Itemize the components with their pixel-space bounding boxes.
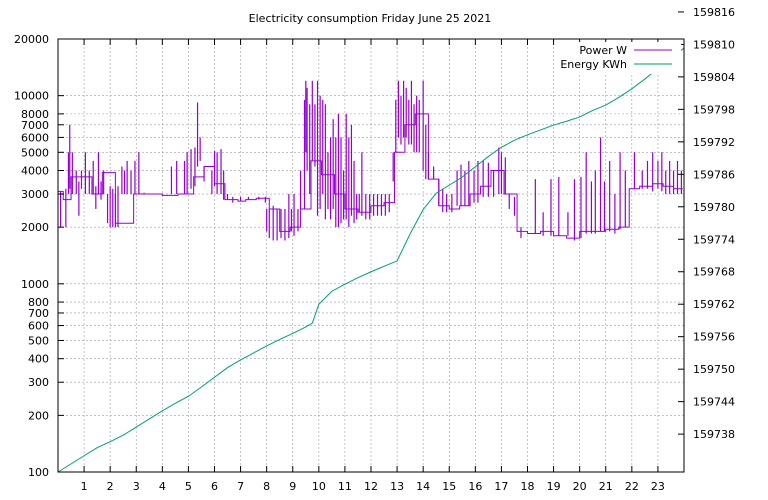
y-axis-right: 159738 159744 159750 159756 159762 159768 1597…: [678, 6, 735, 441]
power-line: [58, 113, 683, 239]
y2-tick-label: 159768: [693, 266, 735, 279]
y-tick-label: 7000: [21, 119, 49, 132]
x-tick-label: 16: [468, 480, 482, 493]
y2-tick-label: 159816: [693, 6, 735, 19]
y-tick-label: 300: [28, 376, 49, 389]
y-tick-label: 3000: [21, 188, 49, 201]
y2-tick-label: 159798: [693, 103, 735, 116]
chart-title: Electricity consumption Friday June 25 2…: [249, 12, 492, 25]
x-tick-label: 20: [573, 480, 587, 493]
y-tick-label: 500: [28, 334, 49, 347]
x-tick-label: 6: [211, 480, 218, 493]
y-tick-label: 600: [28, 320, 49, 333]
x-tick-label: 4: [159, 480, 166, 493]
energy-series: [57, 47, 685, 473]
x-tick-label: 21: [599, 480, 613, 493]
legend-label-power: Power W: [579, 44, 627, 57]
x-tick-label: 2: [107, 480, 114, 493]
x-tick-label: 1: [81, 480, 88, 493]
y-tick-label: 2000: [21, 221, 49, 234]
y2-tick-label: 159810: [693, 38, 735, 51]
y2-tick-label: 159774: [693, 233, 735, 246]
x-tick-label: 13: [390, 480, 404, 493]
legend-label-energy: Energy KWh: [560, 58, 627, 71]
y2-tick-label: 159780: [693, 201, 735, 214]
power-series: [58, 80, 683, 241]
y-tick-label: 700: [28, 307, 49, 320]
y-tick-label: 200: [28, 409, 49, 422]
y2-tick-label: 159750: [693, 363, 735, 376]
x-tick-label: 12: [364, 480, 378, 493]
x-tick-label: 5: [185, 480, 192, 493]
y2-tick-label: 159792: [693, 136, 735, 149]
y2-tick-label: 159756: [693, 331, 735, 344]
x-tick-label: 22: [625, 480, 639, 493]
y2-tick-label: 159762: [693, 298, 735, 311]
y-tick-label: 1000: [21, 278, 49, 291]
legend-box: [555, 42, 681, 74]
x-tick-label: 17: [494, 480, 508, 493]
grid-lines: [58, 39, 684, 472]
y-tick-label: 20000: [14, 33, 49, 46]
y2-tick-label: 159738: [693, 428, 735, 441]
x-tick-label: 7: [237, 480, 244, 493]
x-tick-label: 8: [263, 480, 270, 493]
y-tick-label: 800: [28, 296, 49, 309]
x-tick-label: 18: [521, 480, 535, 493]
y2-tick-label: 159804: [693, 71, 735, 84]
energy-line: [57, 47, 685, 473]
x-axis: 1 2 3 4 5 6 7 8 9 10 11 12 13 14 15 16 17 18 19 20 21 22 23: [81, 39, 665, 493]
y-tick-label: 400: [28, 353, 49, 366]
y-tick-label: 6000: [21, 131, 49, 144]
x-tick-label: 3: [133, 480, 140, 493]
legend: Power W Energy KWh: [555, 42, 681, 74]
x-tick-label: 10: [312, 480, 326, 493]
x-tick-label: 23: [651, 480, 665, 493]
y-tick-label: 100: [28, 466, 49, 479]
y-tick-label: 10000: [14, 90, 49, 103]
x-tick-label: 9: [289, 480, 296, 493]
y-tick-label: 4000: [21, 165, 49, 178]
y2-tick-label: 159786: [693, 168, 735, 181]
y-tick-label: 5000: [21, 146, 49, 159]
x-tick-label: 19: [547, 480, 561, 493]
y-tick-label: 8000: [21, 108, 49, 121]
y2-tick-label: 159744: [693, 396, 735, 409]
x-tick-label: 15: [442, 480, 456, 493]
x-tick-label: 14: [416, 480, 430, 493]
x-tick-label: 11: [338, 480, 352, 493]
